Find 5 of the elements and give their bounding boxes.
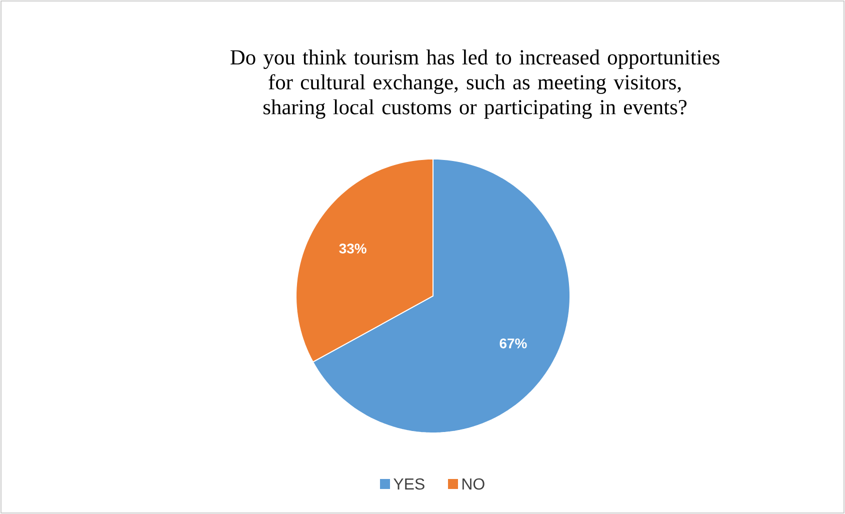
chart-title: Do you think tourism has led to increased opportunities for cultural exchange, such as meeting visitors, sharing local customs or participating in events? (230, 50, 720, 119)
data-label: 33% (339, 244, 366, 254)
data-label: 67% (500, 338, 527, 348)
legend-label: YES (394, 478, 424, 490)
legend-label: NO (462, 478, 484, 490)
